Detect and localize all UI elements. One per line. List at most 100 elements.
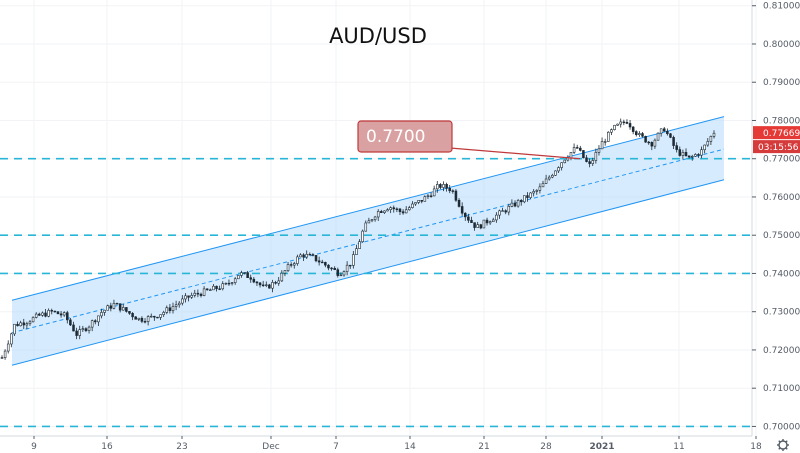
candle-body bbox=[296, 256, 299, 264]
candle-body bbox=[314, 255, 318, 262]
candle-body bbox=[401, 211, 405, 214]
candle-body bbox=[118, 303, 122, 311]
time-axis-label: 7 bbox=[333, 442, 339, 452]
candle-body bbox=[644, 135, 647, 143]
candle-body bbox=[13, 323, 16, 335]
candle-body bbox=[336, 269, 340, 276]
candle-body bbox=[579, 147, 582, 151]
candle-body bbox=[19, 322, 22, 327]
candle-body bbox=[439, 184, 442, 188]
candle-body bbox=[631, 126, 635, 132]
candle-body bbox=[603, 141, 607, 143]
candle-body bbox=[109, 305, 113, 309]
gear-icon[interactable] bbox=[777, 439, 789, 451]
candle-body bbox=[408, 207, 411, 211]
candle-body bbox=[709, 136, 713, 142]
candle-body bbox=[317, 260, 321, 263]
countdown-tag bbox=[753, 140, 800, 154]
candle-body bbox=[445, 184, 448, 189]
candle-body bbox=[491, 219, 495, 222]
candle-body bbox=[485, 219, 489, 224]
candle-body bbox=[504, 210, 507, 213]
candle-body bbox=[205, 288, 209, 291]
candle-body bbox=[277, 280, 280, 284]
candle-body bbox=[454, 190, 458, 201]
candle-body bbox=[470, 219, 473, 223]
candle-body bbox=[34, 313, 38, 318]
candle-body bbox=[246, 272, 249, 278]
candle-body bbox=[538, 186, 542, 191]
candle-body bbox=[212, 285, 215, 291]
candle-body bbox=[233, 278, 237, 283]
candle-body bbox=[507, 206, 511, 213]
candle-body bbox=[395, 208, 399, 210]
candle-body bbox=[510, 202, 514, 207]
candle-body bbox=[53, 310, 57, 313]
price-axis-label: 0.79000 bbox=[763, 78, 800, 88]
time-axis-label: Dec bbox=[262, 442, 279, 452]
candle-body bbox=[165, 307, 169, 313]
candle-body bbox=[529, 192, 532, 198]
candle-body bbox=[252, 278, 256, 283]
candle-body bbox=[292, 263, 296, 266]
candle-body bbox=[66, 312, 69, 321]
candle-body bbox=[97, 315, 100, 323]
candles bbox=[0, 118, 716, 360]
callout: 0.7700 bbox=[357, 120, 581, 160]
candle-body bbox=[386, 209, 389, 212]
candle-body bbox=[87, 326, 91, 331]
candle-body bbox=[261, 284, 265, 286]
candle-body bbox=[547, 176, 551, 180]
candle-body bbox=[669, 133, 672, 138]
candle-body bbox=[572, 147, 576, 153]
time-axis-label: 23 bbox=[176, 442, 187, 452]
candle-body bbox=[342, 271, 346, 276]
candle-body bbox=[320, 261, 324, 264]
candle-body bbox=[240, 272, 243, 276]
candle-body bbox=[224, 282, 228, 285]
candle-body bbox=[582, 150, 585, 159]
candle-body bbox=[619, 121, 622, 125]
candle-body bbox=[156, 316, 159, 319]
candle-body bbox=[311, 254, 315, 256]
candle-body bbox=[78, 329, 81, 336]
price-axis-label: 0.72000 bbox=[763, 346, 800, 356]
candle-body bbox=[324, 262, 327, 266]
candle-body bbox=[286, 264, 290, 271]
candle-body bbox=[432, 188, 436, 197]
candle-body bbox=[625, 122, 629, 124]
candle-body bbox=[426, 195, 430, 198]
candle-body bbox=[364, 222, 368, 232]
time-axis-label: 2021 bbox=[589, 442, 614, 452]
candle-body bbox=[597, 148, 601, 153]
candle-body bbox=[464, 212, 467, 218]
candle-body bbox=[367, 220, 371, 224]
candle-body bbox=[712, 132, 716, 137]
candle-body bbox=[140, 317, 144, 322]
candle-body bbox=[526, 195, 529, 198]
candle-body bbox=[190, 295, 193, 298]
candle-body bbox=[115, 303, 119, 305]
candle-body bbox=[560, 162, 563, 168]
candle-body bbox=[650, 142, 654, 147]
candle-body bbox=[168, 307, 172, 311]
candle-body bbox=[404, 209, 408, 214]
price-axis-label: 0.81000 bbox=[763, 2, 800, 12]
price-axis-label: 0.78000 bbox=[763, 116, 800, 126]
time-axis-label: 11 bbox=[673, 442, 684, 452]
gear-icon-tooth bbox=[785, 447, 788, 450]
candle-body bbox=[153, 315, 156, 318]
candle-body bbox=[535, 190, 539, 192]
candle-body bbox=[131, 313, 134, 318]
candle-body bbox=[181, 298, 184, 304]
candle-body bbox=[376, 211, 380, 218]
candle-body bbox=[50, 310, 54, 312]
candle-body bbox=[684, 152, 688, 157]
candle-body bbox=[557, 167, 560, 172]
candle-body bbox=[215, 285, 218, 290]
candle-body bbox=[289, 264, 293, 266]
candle-body bbox=[591, 160, 595, 164]
candle-body bbox=[28, 321, 32, 324]
candle-body bbox=[56, 311, 60, 315]
candle-body bbox=[656, 132, 660, 141]
